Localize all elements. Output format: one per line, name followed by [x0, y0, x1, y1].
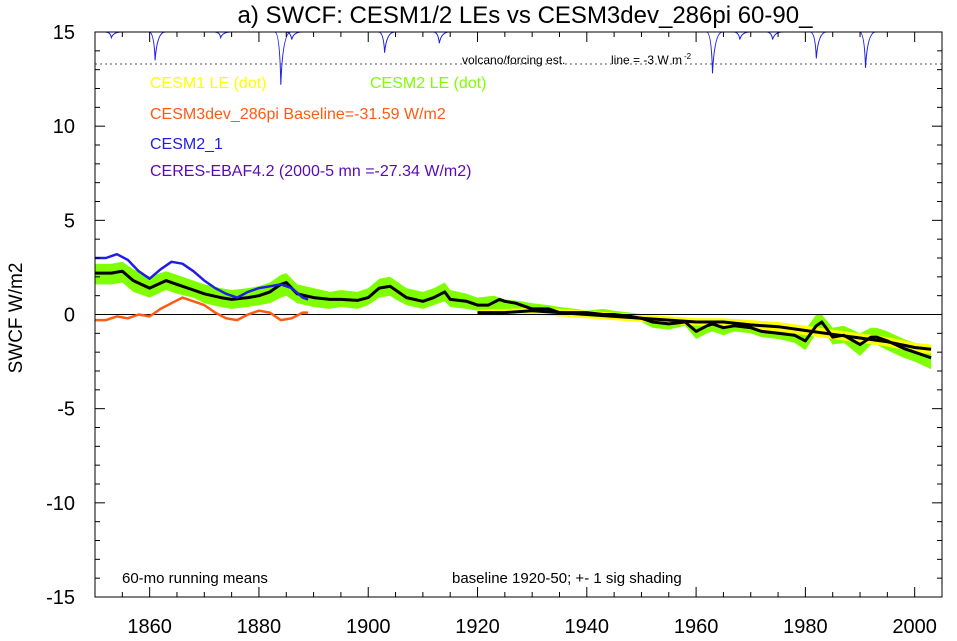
- y-tick-label: 5: [64, 210, 75, 232]
- legend-cesm3dev: CESM3dev_286pi Baseline=-31.59 W/m2: [150, 106, 446, 123]
- line-layer: [95, 252, 932, 360]
- axis-tick-labels: 15 10 5 0 -5 -10 -15 1860 1880 1900 1920 1940 1960 19…: [46, 22, 937, 638]
- series-cesm2-1: [95, 252, 309, 301]
- x-tick-label: 1960: [674, 616, 719, 638]
- y-tick-label: 10: [53, 116, 75, 138]
- volcano-line-label-main: line = -3 W m: [611, 53, 682, 67]
- y-tick-label: 15: [53, 22, 75, 44]
- volcano-line-label-sup: -2: [684, 52, 692, 61]
- y-tick-label: -15: [46, 587, 75, 609]
- y-axis-label: SWCF W/m2: [6, 263, 27, 374]
- x-tick-label: 1920: [455, 616, 500, 638]
- series-cesm3dev-286pi: [95, 296, 309, 322]
- x-tick-label: 1880: [237, 616, 282, 638]
- x-tick-label: 1980: [783, 616, 828, 638]
- volcano-label: volcano/forcing est.: [462, 53, 565, 67]
- note-baseline: baseline 1920-50; +- 1 sig shading: [452, 570, 682, 587]
- axis-ticks: [94, 31, 943, 598]
- x-tick-label: 1900: [346, 616, 391, 638]
- note-running-means: 60-mo running means: [122, 570, 268, 587]
- band-cesm2-le-dot: [95, 261, 932, 370]
- legend-cesm2-le: CESM2 LE (dot): [370, 75, 486, 92]
- legend-cesm2-1: CESM2_1: [150, 136, 223, 153]
- volcano-line-label: line = -3 W m -2: [611, 52, 692, 67]
- chart-title: a) SWCF: CESM1/2 LEs vs CESM3dev_286pi 6…: [238, 2, 814, 29]
- series-cesm2-le-mean: [95, 269, 932, 360]
- x-tick-label: 2000: [892, 616, 937, 638]
- legend-cesm1-le: CESM1 LE (dot): [150, 75, 266, 92]
- y-tick-label: -10: [46, 493, 75, 515]
- x-tick-label: 1940: [565, 616, 610, 638]
- legend-ceres-ebaf: CERES-EBAF4.2 (2000-5 mn =-27.34 W/m2): [150, 163, 471, 180]
- x-tick-label: 1860: [127, 616, 172, 638]
- y-tick-label: 0: [64, 305, 75, 327]
- y-tick-label: -5: [57, 399, 75, 421]
